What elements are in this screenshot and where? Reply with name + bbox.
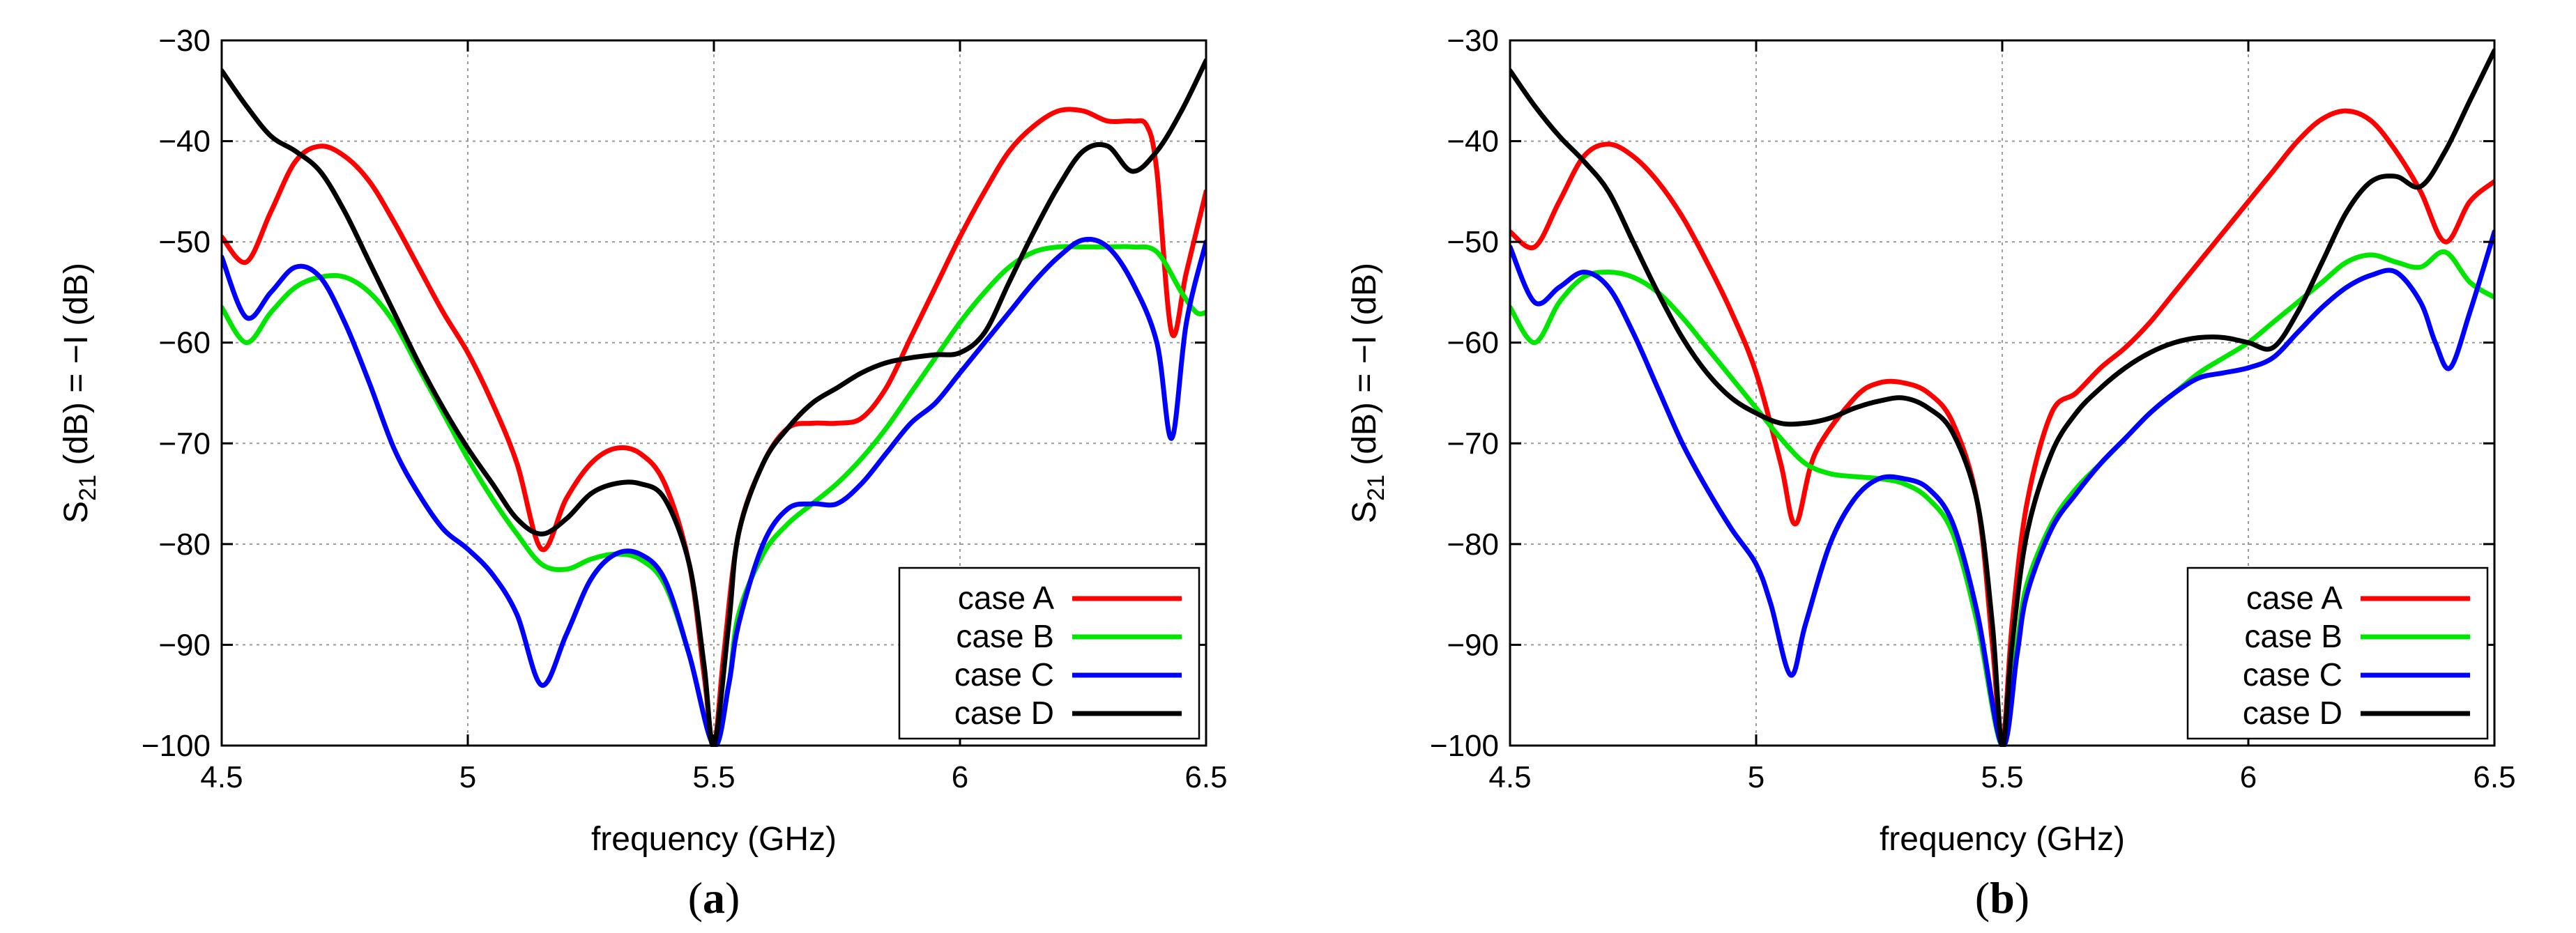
- x-axis-label: frequency (GHz): [1880, 821, 2125, 858]
- legend-label-case-c: case C: [2243, 656, 2342, 693]
- y-tick-label: −80: [158, 527, 211, 562]
- caption-letter: a: [703, 873, 725, 923]
- legend-label-case-c: case C: [954, 656, 1054, 693]
- legend-label-case-d: case D: [2243, 695, 2342, 731]
- y-axis-label-sub: 21: [75, 475, 101, 501]
- series-line-case-c: [222, 236, 1206, 747]
- y-axis-label-rest: (dB) = −I (dB): [58, 263, 95, 475]
- legend-label-case-a: case A: [2246, 580, 2342, 616]
- caption-letter: b: [1990, 873, 2015, 923]
- y-tick-label: −50: [1447, 225, 1499, 259]
- panel-caption: (b): [1975, 873, 2029, 923]
- x-tick-label: 6: [2240, 760, 2257, 794]
- x-tick-label: 4.5: [200, 760, 243, 794]
- y-axis-label: S21 (dB) = −I (dB): [1346, 263, 1389, 523]
- chart-b-svg: 4.5 5 5.5 6 6.5 −100 −90 −80 −70 −60 −50 −40 −30 freq…: [1346, 24, 2516, 923]
- legend-label-case-d: case D: [954, 695, 1054, 731]
- caption-open-paren: (: [688, 873, 703, 923]
- x-tick-label: 6.5: [1184, 760, 1227, 794]
- panel-caption: (a): [688, 873, 740, 923]
- chart-a-svg: 4.5 5 5.5 6 6.5 −100 −90 −80 −70 −60 −50 −40 −30 freq…: [58, 24, 1228, 923]
- x-tick-label: 5: [459, 760, 476, 794]
- x-axis-label: frequency (GHz): [591, 821, 837, 858]
- caption-close-paren: ): [725, 873, 740, 923]
- y-tick-label: −100: [142, 729, 211, 763]
- x-tick-label: 5.5: [692, 760, 735, 794]
- chart-panel-b: 4.5 5 5.5 6 6.5 −100 −90 −80 −70 −60 −50 −40 −30 freq…: [1288, 0, 2576, 933]
- legend-label-case-a: case A: [958, 580, 1054, 616]
- y-tick-label: −40: [1447, 125, 1499, 159]
- y-tick-label: −60: [1447, 326, 1499, 360]
- x-tick-label: 5.5: [1981, 760, 2023, 794]
- y-tick-label: −30: [158, 24, 211, 58]
- y-axis-label-rest: (dB) = −I (dB): [1346, 263, 1383, 475]
- y-axis-label: S21 (dB) = −I (dB): [58, 263, 101, 523]
- x-tick-label: 4.5: [1488, 760, 1531, 794]
- legend-label-case-b: case B: [956, 618, 1054, 654]
- caption-open-paren: (: [1975, 873, 1990, 923]
- y-axis-label-main: S: [58, 501, 95, 523]
- x-tick-label: 6: [952, 760, 968, 794]
- y-tick-label: −60: [158, 326, 211, 360]
- y-tick-label: −40: [158, 125, 211, 159]
- y-tick-label: −30: [1447, 24, 1499, 58]
- x-tick-label: 6.5: [2473, 760, 2515, 794]
- y-tick-label: −80: [1447, 527, 1499, 562]
- y-axis-label-sub: 21: [1363, 475, 1389, 501]
- chart-panel-a: 4.5 5 5.5 6 6.5 −100 −90 −80 −70 −60 −50 −40 −30 freq…: [58, 24, 1228, 923]
- y-axis-label-main: S: [1346, 501, 1383, 523]
- y-tick-label: −90: [1447, 628, 1499, 662]
- x-tick-label: 5: [1748, 760, 1765, 794]
- legend-label-case-b: case B: [2244, 618, 2342, 654]
- caption-close-paren: ): [2015, 873, 2029, 923]
- y-tick-label: −100: [1430, 729, 1499, 763]
- y-tick-label: −50: [158, 225, 211, 259]
- y-tick-label: −70: [158, 426, 211, 461]
- y-tick-label: −90: [158, 628, 211, 662]
- y-tick-label: −70: [1447, 426, 1499, 461]
